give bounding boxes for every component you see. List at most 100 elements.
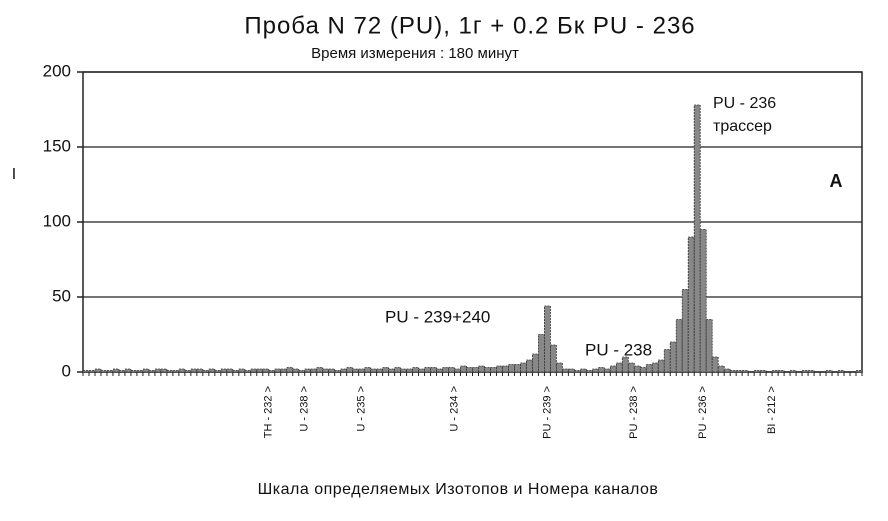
bar	[603, 368, 611, 373]
bar	[220, 368, 228, 373]
bar	[352, 368, 360, 373]
bar	[705, 319, 713, 373]
bar	[753, 370, 761, 373]
bar	[472, 367, 479, 373]
bar	[514, 364, 521, 373]
bar	[807, 370, 815, 373]
bar	[106, 370, 114, 373]
bar	[244, 370, 252, 373]
bar	[573, 370, 581, 373]
bar	[645, 364, 653, 373]
bar	[202, 370, 210, 373]
x-axis-label: Шкала определяемых Изотопов и Номера кан…	[258, 481, 659, 498]
bar	[118, 370, 126, 373]
bar	[460, 365, 467, 373]
bar	[651, 362, 659, 373]
bar	[454, 368, 461, 373]
bar	[442, 367, 449, 373]
bar	[561, 368, 569, 373]
bar	[621, 356, 629, 373]
bar	[82, 370, 90, 373]
annotation: PU - 239+240	[385, 307, 490, 326]
bar	[741, 370, 749, 373]
bar	[490, 367, 497, 373]
bar	[466, 367, 473, 373]
bar	[508, 364, 515, 373]
bar	[166, 370, 174, 373]
bar	[406, 368, 413, 373]
bar	[316, 367, 324, 373]
bar	[681, 289, 689, 373]
bar	[196, 368, 204, 373]
bar	[400, 368, 407, 373]
bar	[663, 349, 671, 373]
bar	[430, 367, 437, 373]
bar	[184, 370, 192, 373]
y-tick-label: 200	[43, 61, 71, 80]
bar	[292, 368, 300, 373]
bar	[609, 365, 617, 373]
bar	[232, 370, 240, 373]
bar	[699, 229, 707, 373]
bar	[538, 334, 545, 373]
bar	[687, 236, 695, 373]
bar	[112, 368, 120, 373]
bar	[448, 367, 455, 373]
bar	[274, 368, 282, 373]
bar	[657, 359, 665, 373]
bar	[555, 362, 563, 373]
bar	[172, 370, 180, 373]
bar	[334, 370, 342, 373]
bar	[100, 370, 108, 373]
bar	[256, 368, 264, 373]
bar	[214, 370, 222, 373]
bar	[154, 368, 162, 373]
panel-label: A	[830, 171, 843, 191]
isotope-marker: PU - 239 >	[541, 386, 553, 439]
bar	[136, 370, 144, 373]
isotope-marker: TH - 232 >	[263, 386, 275, 438]
bar	[268, 370, 276, 373]
bar	[382, 367, 390, 373]
bar	[526, 359, 533, 373]
bar	[675, 319, 683, 373]
bar	[717, 365, 725, 373]
y-tick-label: 150	[43, 136, 71, 155]
chart-subtitle: Время измерения : 180 минут	[311, 45, 519, 62]
chart-title: Проба N 72 (PU), 1г + 0.2 Бк PU - 236	[244, 12, 695, 39]
bar	[94, 368, 102, 373]
isotope-marker: U - 238 >	[299, 386, 311, 432]
bar	[837, 370, 845, 373]
bar	[328, 368, 336, 373]
bar	[597, 367, 605, 373]
bar	[310, 368, 318, 373]
isotope-marker: PU - 238 >	[628, 386, 640, 439]
bar	[627, 362, 635, 373]
bar	[591, 368, 599, 373]
bar	[771, 370, 779, 373]
y-tick-label: 100	[43, 211, 71, 230]
bar	[190, 368, 198, 373]
bar	[304, 368, 312, 373]
annotation: трассер	[713, 118, 772, 135]
bar	[633, 365, 641, 373]
bar	[639, 367, 647, 373]
bar	[777, 370, 785, 373]
bar	[520, 362, 527, 373]
bar	[436, 368, 443, 373]
annotation: PU - 238	[585, 340, 652, 359]
bar	[759, 370, 767, 373]
bar	[130, 370, 138, 373]
isotope-marker: U - 235 >	[356, 386, 368, 432]
bar	[322, 368, 330, 373]
bar	[615, 362, 623, 373]
bar	[579, 368, 587, 373]
bar	[376, 368, 384, 373]
bar	[669, 341, 677, 373]
bar	[370, 368, 378, 373]
bar	[298, 370, 306, 373]
bar	[160, 368, 168, 373]
bar	[532, 353, 539, 373]
bar	[711, 356, 719, 373]
bar	[250, 368, 258, 373]
